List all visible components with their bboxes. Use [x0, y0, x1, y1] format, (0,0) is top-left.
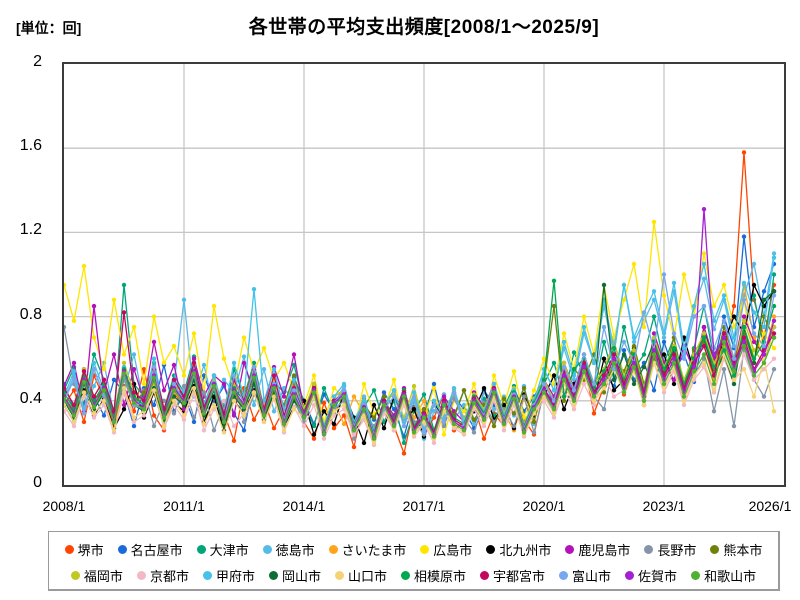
legend-swatch-icon [625, 570, 635, 580]
legend-item: 長野市 [644, 540, 696, 559]
legend-swatch-icon [710, 544, 720, 554]
legend-swatch-icon [480, 570, 490, 580]
legend-item: 佐賀市 [625, 566, 677, 585]
legend-label: 長野市 [657, 542, 697, 558]
y-tick-label: 0 [33, 474, 42, 491]
legend-swatch-icon [486, 544, 496, 554]
x-tick-label: 2011/1 [163, 498, 205, 514]
legend-swatch-icon [268, 570, 278, 580]
legend-swatch-icon [559, 570, 569, 580]
legend-item: 福岡市 [70, 566, 123, 585]
legend-swatch-icon [334, 570, 344, 580]
legend-label: 宇都宮市 [493, 568, 546, 584]
legend-label: 甲府市 [215, 568, 255, 584]
legend-item: 京都市 [136, 566, 189, 585]
legend-swatch-icon [202, 570, 212, 580]
legend-item: 北九州市 [486, 540, 551, 559]
x-tick-label: 2026/1 [748, 498, 792, 514]
legend-item: 堺市 [64, 540, 104, 559]
x-tick-label: 2017/1 [402, 498, 446, 514]
legend-swatch-icon [644, 544, 654, 554]
legend-label: 富山市 [572, 568, 612, 584]
legend-item: さいたま市 [328, 540, 407, 559]
legend-swatch-icon [70, 570, 80, 580]
legend-swatch-icon [328, 544, 338, 554]
legend-swatch-icon [565, 544, 575, 554]
y-tick-label: 0.4 [19, 389, 42, 407]
legend-item: 岡山市 [268, 566, 321, 585]
legend-label: 堺市 [77, 542, 104, 558]
y-tick-label: 2 [33, 53, 42, 70]
legend-swatch-icon [64, 544, 74, 554]
legend-label: 和歌山市 [704, 568, 757, 584]
x-tick-label: 2008/1 [42, 498, 86, 514]
legend-row-2: 福岡市 京都市 甲府市 岡山市 山口市 相模原市 宇都宮市 富山市 佐賀市 和歌山市 [55, 562, 772, 588]
y-tick-label: 1.2 [19, 221, 42, 239]
legend: 堺市 名古屋市 大津市 徳島市 さいたま市 広島市 北九州市 鹿児島市 長野市 熊本市 福岡市 京都… [48, 531, 780, 591]
legend-item: 徳島市 [262, 540, 315, 559]
legend-item: 富山市 [559, 566, 611, 585]
legend-label: さいたま市 [341, 542, 407, 558]
legend-item: 鹿児島市 [565, 540, 630, 559]
legend-label: 鹿児島市 [578, 542, 631, 558]
legend-swatch-icon [401, 570, 410, 580]
legend-swatch-icon [691, 570, 701, 580]
legend-item: 名古屋市 [117, 540, 183, 559]
unit-label: [単位：回] [16, 20, 82, 36]
y-tick-label: 1.6 [19, 137, 42, 155]
legend-item: 相模原市 [401, 566, 466, 585]
legend-swatch-icon [196, 544, 206, 554]
legend-swatch-icon [420, 544, 430, 554]
legend-label: 相模原市 [414, 568, 467, 584]
legend-label: 岡山市 [281, 568, 321, 584]
legend-label: 佐賀市 [638, 568, 678, 584]
legend-swatch-icon [117, 544, 127, 554]
legend-label: 北九州市 [499, 542, 552, 558]
y-tick-label: 0.8 [19, 305, 42, 323]
legend-label: 山口市 [347, 568, 387, 584]
legend-label: 京都市 [149, 568, 189, 584]
x-tick-label: 2020/1 [522, 498, 566, 514]
legend-label: 徳島市 [275, 542, 315, 558]
legend-label: 名古屋市 [130, 542, 183, 558]
legend-item: 宇都宮市 [480, 566, 545, 585]
legend-label: 福岡市 [83, 568, 123, 584]
plot-area [62, 62, 786, 487]
chart-canvas [64, 64, 784, 485]
legend-row-1: 堺市 名古屋市 大津市 徳島市 さいたま市 広島市 北九州市 鹿児島市 長野市 熊本市 [55, 536, 772, 562]
legend-label: 熊本市 [723, 542, 763, 558]
legend-item: 広島市 [420, 540, 472, 559]
legend-item: 大津市 [196, 540, 249, 559]
legend-item: 甲府市 [202, 566, 255, 585]
x-tick-label: 2014/1 [282, 498, 326, 514]
legend-item: 熊本市 [710, 540, 762, 559]
legend-item: 山口市 [334, 566, 387, 585]
legend-item: 和歌山市 [691, 566, 756, 585]
legend-swatch-icon [262, 544, 272, 554]
chart-title: 各世帯の平均支出頻度[2008/1～2025/9] [248, 17, 600, 38]
legend-swatch-icon [136, 570, 146, 580]
legend-label: 大津市 [209, 542, 249, 558]
legend-label: 広島市 [433, 542, 473, 558]
x-tick-label: 2023/1 [642, 498, 686, 514]
